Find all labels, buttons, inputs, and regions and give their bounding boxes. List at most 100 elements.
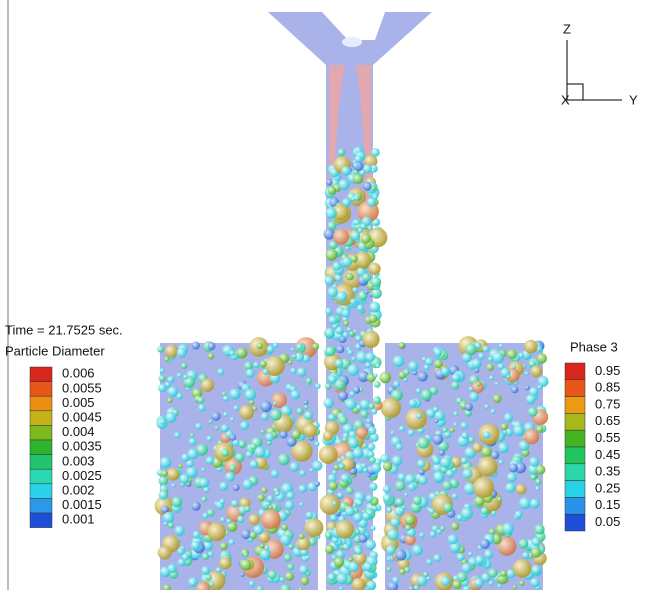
particle <box>229 350 235 356</box>
particle <box>442 427 447 432</box>
particle <box>348 438 359 449</box>
particle <box>347 364 359 376</box>
particle <box>416 388 422 394</box>
particle <box>371 463 381 473</box>
particle <box>519 539 529 549</box>
particle <box>354 195 360 201</box>
particle <box>469 387 474 392</box>
particle <box>250 443 257 450</box>
particle <box>417 459 426 468</box>
particle <box>219 557 231 569</box>
particle <box>215 426 219 430</box>
particle <box>507 349 517 359</box>
particle <box>536 426 543 433</box>
particle <box>367 198 376 207</box>
particle <box>417 576 427 586</box>
particle <box>299 485 307 493</box>
particle <box>374 374 378 378</box>
particle <box>280 431 288 439</box>
particle <box>386 545 396 555</box>
particle <box>535 486 540 491</box>
particle <box>531 565 541 575</box>
particle <box>314 441 319 446</box>
particle <box>387 567 392 572</box>
particle <box>497 497 502 502</box>
particle <box>328 573 336 581</box>
legend-label: 0.006 <box>62 366 95 381</box>
particle <box>357 305 364 312</box>
particle <box>504 413 513 422</box>
particle <box>201 566 210 575</box>
particle <box>390 517 400 527</box>
particle <box>484 404 489 409</box>
particle <box>290 462 300 472</box>
particle <box>498 442 509 453</box>
particle <box>339 179 350 190</box>
particle <box>306 555 310 559</box>
particle <box>461 422 468 429</box>
particle <box>260 361 267 368</box>
particle <box>408 429 415 436</box>
particle <box>195 423 202 430</box>
particle <box>511 386 518 393</box>
legend-label: 0.003 <box>62 453 95 468</box>
particle <box>537 353 547 363</box>
particle <box>217 368 224 375</box>
particle <box>380 372 392 384</box>
particle <box>320 494 341 515</box>
particle <box>304 405 309 410</box>
particle <box>513 559 532 578</box>
legend-swatch <box>565 514 585 531</box>
particle <box>240 572 245 577</box>
particle <box>325 308 332 315</box>
particle <box>471 359 481 369</box>
particle <box>381 398 401 418</box>
legend-label: 0.75 <box>595 396 620 411</box>
particle <box>319 445 338 464</box>
particle <box>369 302 380 313</box>
particle <box>368 443 376 451</box>
particle <box>208 342 216 350</box>
particle <box>158 546 172 560</box>
legend-swatch <box>30 411 52 426</box>
legend-swatch <box>30 513 52 528</box>
particle <box>341 474 350 483</box>
particle <box>509 463 518 472</box>
particle <box>248 514 259 525</box>
visualization: Z Y X Time = 21.7525 sec. Particle Diame… <box>0 0 657 590</box>
particle <box>474 578 484 588</box>
legend-label: 0.0015 <box>62 497 102 512</box>
particle <box>366 580 376 590</box>
legend-label: 0.002 <box>62 483 95 498</box>
particle <box>305 518 324 537</box>
particle <box>363 182 372 191</box>
particle <box>334 465 340 471</box>
particle <box>180 546 185 551</box>
particle <box>167 376 174 383</box>
legend-swatch <box>565 380 585 397</box>
particle <box>237 347 248 358</box>
particle <box>535 524 545 534</box>
particle <box>433 434 444 445</box>
particle <box>419 476 428 485</box>
particle <box>371 148 380 157</box>
particle <box>223 395 229 401</box>
particle <box>403 369 410 376</box>
particle <box>193 531 201 539</box>
particle <box>167 398 173 404</box>
particle <box>159 490 168 499</box>
particle <box>233 440 239 446</box>
particle <box>303 400 308 405</box>
particle <box>374 381 381 388</box>
particle <box>426 559 432 565</box>
particle <box>500 570 507 577</box>
particle <box>491 409 496 414</box>
particle <box>405 515 416 526</box>
particle <box>369 561 374 566</box>
particle <box>535 479 541 485</box>
particle <box>235 453 244 462</box>
particle <box>452 373 461 382</box>
particle <box>338 416 347 425</box>
particle <box>461 507 473 519</box>
particle <box>280 534 291 545</box>
